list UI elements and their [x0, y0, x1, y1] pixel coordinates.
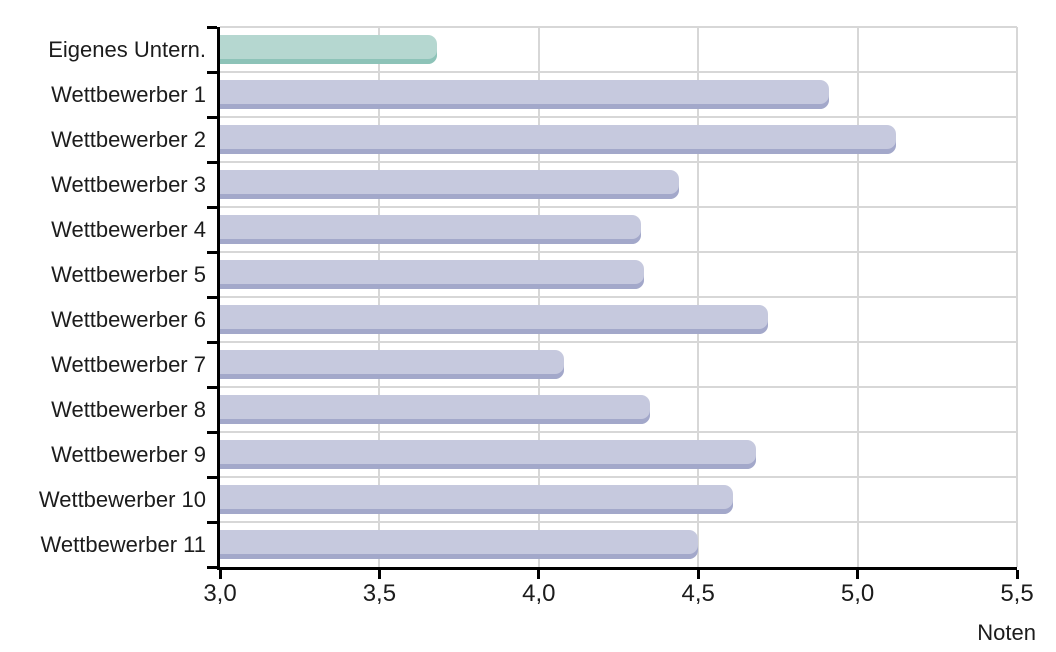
gridline-vertical	[856, 27, 859, 567]
bar-own-company	[220, 35, 437, 64]
category-label: Wettbewerber 4	[51, 217, 206, 242]
y-axis-tick	[207, 431, 217, 434]
x-axis-tick	[1015, 570, 1019, 579]
bar-competitor-4	[220, 215, 641, 244]
y-axis-tick	[207, 476, 217, 479]
category-label: Wettbewerber 10	[38, 487, 206, 512]
gridline-horizontal	[220, 341, 1017, 343]
category-label: Wettbewerber 7	[51, 352, 206, 377]
y-axis-line	[217, 27, 220, 570]
x-axis-tick	[218, 570, 222, 579]
gridline-horizontal	[220, 161, 1017, 163]
bar-competitor-6	[220, 305, 769, 334]
gridline-vertical	[537, 27, 540, 567]
gridline-vertical	[697, 27, 700, 567]
plot-area	[220, 26, 1018, 567]
y-axis-tick	[207, 116, 217, 119]
x-axis-tick-label: 5,0	[840, 580, 875, 607]
y-axis-tick	[207, 71, 217, 74]
bar-competitor-5	[220, 260, 644, 289]
bar-competitor-8	[220, 395, 651, 424]
category-label: Wettbewerber 3	[51, 172, 206, 197]
category-label: Wettbewerber 9	[51, 442, 206, 467]
category-label: Wettbewerber 5	[51, 262, 206, 287]
category-label: Eigenes Untern.	[48, 37, 206, 62]
bar-competitor-7	[220, 350, 565, 379]
category-label: Wettbewerber 11	[40, 532, 207, 557]
gridline-horizontal	[220, 521, 1017, 523]
y-axis-tick	[207, 251, 217, 254]
y-axis-tick	[207, 296, 217, 299]
bar-competitor-2	[220, 125, 896, 154]
y-axis-labels: Eigenes Untern. Wettbewerber 1 Wettbewerbe…	[0, 27, 206, 567]
category-label: Wettbewerber 6	[51, 307, 206, 332]
y-axis-tick	[207, 206, 217, 209]
x-axis-tick	[856, 570, 860, 579]
y-axis-tick	[207, 566, 217, 569]
x-axis-line	[217, 567, 1017, 570]
bar-competitor-10	[220, 485, 734, 514]
gridline-horizontal	[220, 296, 1017, 298]
category-label: Wettbewerber 2	[51, 127, 206, 152]
bar-competitor-9	[220, 440, 756, 469]
gridline-horizontal	[220, 386, 1017, 388]
x-axis-title: Noten	[977, 620, 1036, 645]
bar-competitor-1	[220, 80, 829, 109]
x-axis-tick-label: 4,0	[522, 580, 556, 607]
gridline-horizontal	[220, 251, 1017, 253]
y-axis-tick	[207, 161, 217, 164]
category-label: Wettbewerber 1	[51, 82, 206, 107]
x-axis-tick-label: 3,0	[203, 580, 237, 607]
gridline-horizontal	[220, 206, 1017, 208]
x-axis-tick	[537, 570, 541, 579]
gridline-horizontal	[220, 431, 1017, 433]
y-axis-tick	[207, 26, 217, 29]
x-axis-tick-label: 4,5	[681, 580, 715, 607]
gridline-vertical	[378, 27, 381, 567]
y-axis-tick	[207, 386, 217, 389]
bar-competitor-3	[220, 170, 680, 199]
x-axis-tick-label: 3,5	[362, 580, 397, 607]
y-axis-tick	[207, 341, 217, 344]
x-axis-tick-label: 5,5	[1000, 580, 1034, 607]
x-axis-tick	[696, 570, 700, 579]
gridline-horizontal	[220, 26, 1017, 28]
category-label: Wettbewerber 8	[51, 397, 206, 422]
gridline-horizontal	[220, 71, 1017, 73]
gridline-vertical	[1016, 27, 1018, 567]
gridline-horizontal	[220, 476, 1017, 478]
y-axis-tick	[207, 521, 217, 524]
x-axis-tick	[377, 570, 381, 579]
bar-competitor-11	[220, 530, 699, 559]
gridline-horizontal	[220, 116, 1017, 118]
